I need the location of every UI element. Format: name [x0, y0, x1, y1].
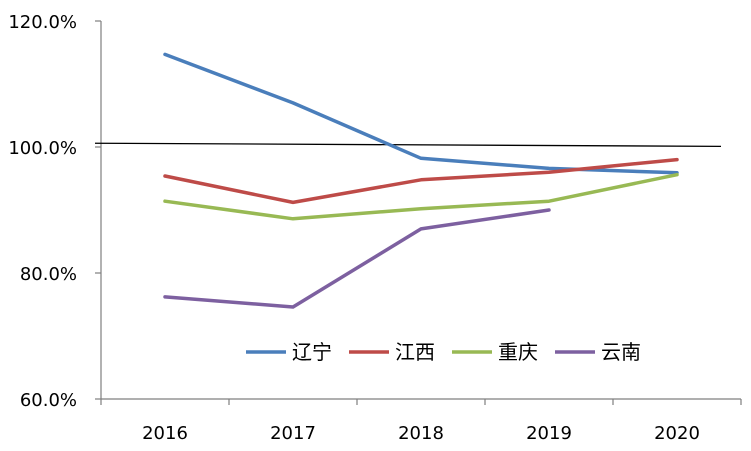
legend-label: 江西: [395, 340, 435, 364]
x-tick-label: 2018: [398, 423, 444, 444]
reference-line-group: [94, 142, 722, 148]
legend-label: 辽宁: [292, 340, 332, 364]
series-line: [163, 52, 679, 175]
x-ticks: 2016 2017 2018 2019 2020: [100, 399, 742, 444]
x-tick-label: 2016: [142, 423, 188, 444]
x-tick-label: 2019: [526, 423, 572, 444]
y-tick-label: 100.0%: [8, 138, 77, 159]
series-line: [163, 172, 679, 221]
y-tick-label: 80.0%: [20, 264, 77, 285]
legend-label: 重庆: [498, 340, 538, 364]
y-ticks: 60.0% 80.0% 100.0% 120.0%: [8, 12, 101, 411]
axes: [100, 21, 741, 400]
legend: 辽宁 江西 重庆 云南: [246, 340, 641, 364]
series-line: [163, 157, 679, 205]
legend-label: 云南: [601, 340, 641, 364]
series-line: [163, 208, 551, 309]
reference-line: [94, 142, 722, 148]
x-tick-label: 2020: [654, 423, 700, 444]
series-group: [163, 52, 679, 309]
x-tick-label: 2017: [270, 423, 316, 444]
y-tick-label: 120.0%: [8, 12, 77, 33]
y-tick-label: 60.0%: [20, 390, 77, 411]
